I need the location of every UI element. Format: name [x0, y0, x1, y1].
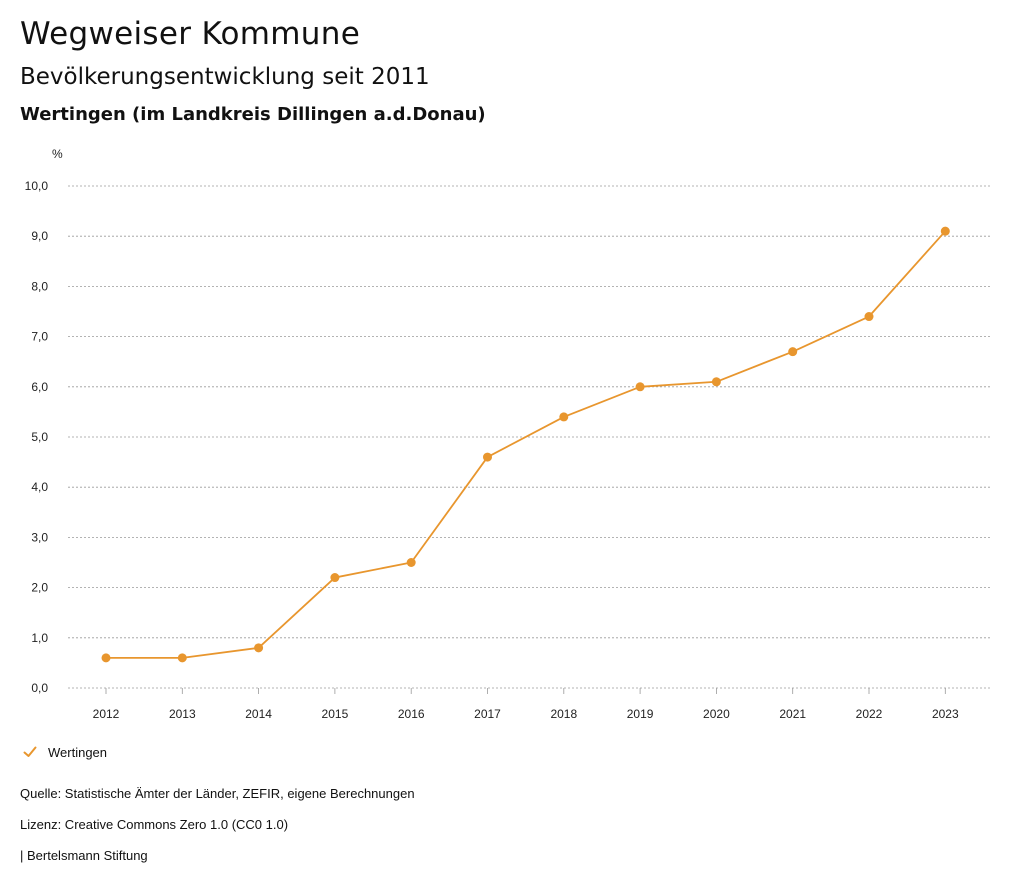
x-tick-label: 2014: [245, 707, 272, 721]
x-tick-label: 2019: [627, 707, 654, 721]
page-title: Wegweiser Kommune: [20, 16, 361, 52]
data-point[interactable]: [864, 312, 874, 322]
x-tick-label: 2015: [322, 707, 349, 721]
y-tick-label: 1,0: [31, 631, 48, 645]
data-point[interactable]: [101, 653, 111, 663]
data-point[interactable]: [788, 347, 798, 357]
y-tick-label: 10,0: [25, 179, 49, 193]
y-tick-label: 5,0: [31, 430, 48, 444]
x-tick-label: 2017: [474, 707, 501, 721]
y-tick-label: 3,0: [31, 530, 48, 544]
x-tick-label: 2020: [703, 707, 730, 721]
data-point[interactable]: [177, 653, 187, 663]
y-tick-label: 4,0: [31, 480, 48, 494]
data-point[interactable]: [330, 573, 340, 583]
y-tick-label: 7,0: [31, 330, 48, 344]
data-point[interactable]: [254, 643, 264, 653]
x-tick-label: 2018: [550, 707, 577, 721]
data-point[interactable]: [406, 558, 416, 567]
region-label: Wertingen (im Landkreis Dillingen a.d.Do…: [20, 104, 486, 125]
y-tick-label: 2,0: [31, 581, 48, 595]
series-line: [106, 230, 946, 659]
x-tick-label: 2023: [932, 707, 959, 721]
data-point[interactable]: [483, 452, 492, 462]
source-note: Quelle: Statistische Ämter der Länder, Z…: [20, 786, 415, 801]
y-tick-label: 8,0: [31, 279, 48, 293]
data-point[interactable]: [940, 226, 950, 236]
y-tick-label: 9,0: [31, 229, 48, 243]
check-mark-icon: [23, 746, 37, 757]
y-tick-label: 0,0: [31, 681, 48, 695]
x-tick-label: 2022: [856, 707, 883, 721]
data-point[interactable]: [559, 412, 569, 422]
x-tick-label: 2013: [169, 707, 196, 721]
chart-subtitle: Bevölkerungsentwicklung seit 2011: [20, 64, 430, 90]
data-point[interactable]: [635, 382, 645, 392]
y-axis-label: %: [52, 147, 63, 161]
x-tick-label: 2021: [779, 707, 806, 721]
chart-legend[interactable]: Wertingen: [22, 744, 107, 760]
x-tick-label: 2016: [398, 707, 425, 721]
legend-label: Wertingen: [48, 744, 108, 760]
publisher-note: | Bertelsmann Stiftung: [20, 848, 148, 863]
line-chart: % 0,0 1,0 2,0 3,0 4,0 5,0 6,0 7,0 8,0 9,0 10,0 2012 2…: [25, 147, 990, 721]
license-note: Lizenz: Creative Commons Zero 1.0 (CC0 1…: [20, 817, 289, 832]
data-point[interactable]: [711, 377, 721, 387]
x-tick-label: 2012: [93, 707, 120, 721]
y-tick-label: 6,0: [31, 380, 48, 394]
